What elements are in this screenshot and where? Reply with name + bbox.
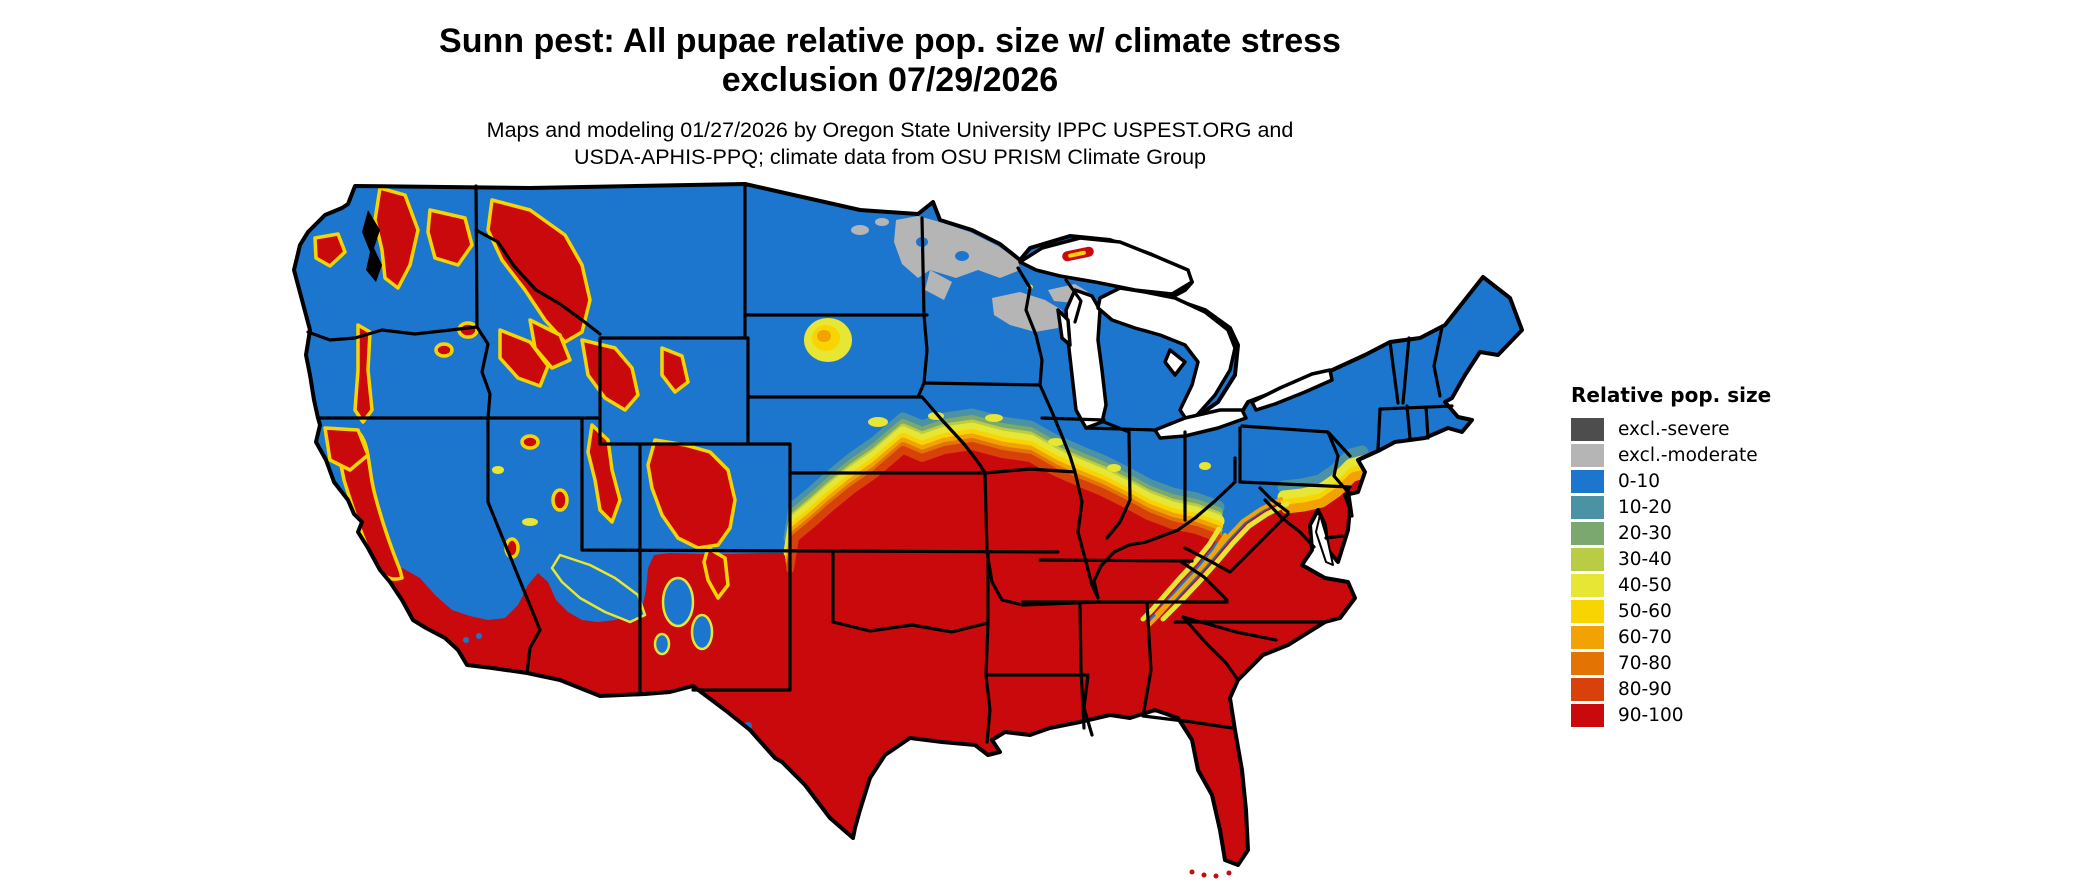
subtitle-line-2: USDA-APHIS-PPQ; climate data from OSU PR… (573, 145, 1207, 169)
legend-row: 80-90 (1571, 676, 1821, 702)
map-svg (292, 182, 1524, 879)
legend-label: 30-40 (1618, 548, 1672, 570)
title-line-2: exclusion 07/29/2026 (721, 61, 1059, 99)
title-line-1: Sunn pest: All pupae relative pop. size … (439, 22, 1341, 60)
legend-label: 10-20 (1618, 496, 1672, 518)
black-hills-patch (804, 318, 852, 362)
legend-label: 80-90 (1618, 678, 1672, 700)
legend-swatch-30-40 (1571, 547, 1604, 571)
legend-row: 30-40 (1571, 546, 1821, 572)
map-fill-layer (294, 184, 1522, 865)
legend-swatch-60-70 (1571, 625, 1604, 649)
lake-ontario (1250, 368, 1334, 412)
legend-row: 10-20 (1571, 494, 1821, 520)
legend-label: 70-80 (1618, 652, 1672, 674)
legend-label: 90-100 (1618, 704, 1684, 726)
legend-row: excl.-moderate (1571, 442, 1821, 468)
state-borders (306, 182, 1454, 744)
legend-title: Relative pop. size (1571, 383, 1772, 407)
legend-label: 60-70 (1618, 626, 1672, 648)
legend-row: 40-50 (1571, 572, 1821, 598)
legend-swatch-50-60 (1571, 599, 1604, 623)
legend-swatch-excl-severe (1571, 417, 1604, 441)
puget-sound (362, 210, 382, 282)
legend: Relative pop. size excl.-severe excl.-mo… (1571, 383, 1821, 728)
legend-label: 40-50 (1618, 574, 1672, 596)
legend-row: 20-30 (1571, 520, 1821, 546)
florida-keys (1189, 869, 1232, 879)
legend-label: 0-10 (1618, 470, 1660, 492)
legend-row: 50-60 (1571, 598, 1821, 624)
chart-subtitle: Maps and modeling 01/27/2026 by Oregon S… (0, 117, 1780, 171)
legend-row: 90-100 (1571, 702, 1821, 728)
legend-swatch-20-30 (1571, 521, 1604, 545)
legend-swatch-90-100 (1571, 703, 1604, 727)
legend-label: excl.-severe (1618, 418, 1730, 440)
legend-row: 70-80 (1571, 650, 1821, 676)
subtitle-line-1: Maps and modeling 01/27/2026 by Oregon S… (486, 118, 1294, 142)
legend-swatch-40-50 (1571, 573, 1604, 597)
legend-label: excl.-moderate (1618, 444, 1758, 466)
great-lakes (1018, 236, 1334, 566)
green-bay (1056, 308, 1072, 347)
lake-erie (1153, 408, 1248, 440)
isle-royale-sliver (1062, 246, 1094, 262)
legend-row: 0-10 (1571, 468, 1821, 494)
legend-swatch-excl-moderate (1571, 443, 1604, 467)
legend-row: 60-70 (1571, 624, 1821, 650)
chart-title: Sunn pest: All pupae relative pop. size … (0, 22, 1780, 100)
western-mountain-red-patches (313, 186, 737, 600)
legend-swatch-10-20 (1571, 495, 1604, 519)
lake-superior (1018, 236, 1194, 296)
legend-label: 50-60 (1618, 600, 1672, 622)
legend-swatch-70-80 (1571, 651, 1604, 675)
legend-swatch-0-10 (1571, 469, 1604, 493)
legend-row: excl.-severe (1571, 416, 1821, 442)
us-pest-map (230, 170, 1540, 890)
legend-label: 20-30 (1618, 522, 1672, 544)
legend-swatch-80-90 (1571, 677, 1604, 701)
blue-mountain-islands (415, 553, 752, 730)
saginaw-bay (1163, 348, 1187, 377)
